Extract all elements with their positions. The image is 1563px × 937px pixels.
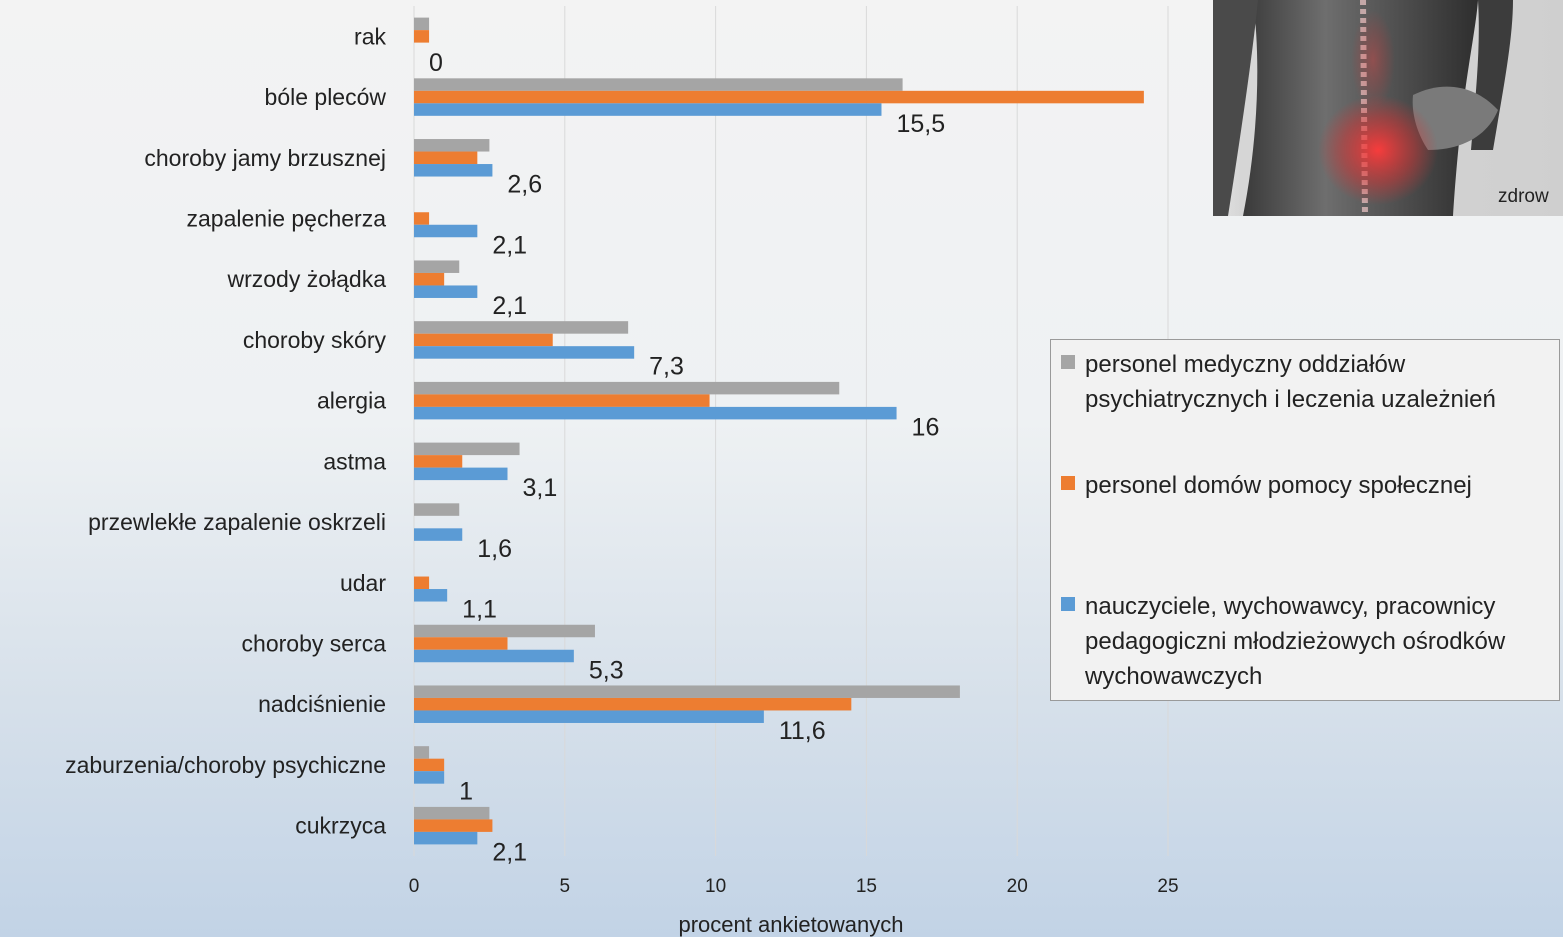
legend-label: personel domów pomocy społecznej [1085, 472, 1472, 499]
category-label: alergia [317, 388, 386, 414]
legend-item-teachers: nauczyciele, wychowawcy, pracownicy peda… [1061, 589, 1555, 694]
bar [414, 710, 764, 723]
x-tick-label: 25 [1157, 876, 1178, 897]
bar [414, 455, 463, 468]
bar [414, 30, 430, 43]
bar [414, 503, 460, 516]
data-label: 7,3 [649, 353, 684, 381]
bar [414, 697, 852, 711]
bar [414, 637, 508, 650]
data-label: 5,3 [589, 656, 624, 684]
data-label: 1,1 [462, 596, 497, 624]
x-axis-label: procent ankietowanych [678, 912, 903, 937]
back-pain-photo [1213, 0, 1563, 216]
bar [414, 285, 478, 298]
category-label: choroby skóry [243, 327, 387, 353]
bar [414, 394, 710, 407]
category-label: udar [340, 570, 386, 596]
bar [414, 90, 1144, 104]
category-label: wrzody żołądka [226, 266, 386, 292]
bar [414, 467, 508, 481]
data-label: 2,6 [507, 171, 542, 199]
legend-label: nauczyciele, wychowawcy, pracownicy peda… [1085, 593, 1506, 690]
data-label: 16 [912, 413, 940, 441]
bar [414, 103, 882, 116]
x-tick-labels: 0 5 10 15 20 25 [409, 876, 1179, 897]
data-labels: 0 15,5 2,6 2,1 2,1 7,3 16 3,1 1,6 1,1 5,3 11,6 1 2,1 [429, 49, 945, 866]
data-label: 11,6 [779, 717, 826, 745]
legend-swatch [1061, 476, 1075, 490]
chart-bars [414, 17, 1144, 845]
category-label: rak [354, 23, 386, 49]
bar [414, 321, 629, 334]
bar [414, 151, 478, 165]
photo-credit: zdrow [1498, 186, 1549, 207]
legend-item-medical-staff: personel medyczny oddziałów psychiatrycz… [1061, 347, 1555, 417]
bar [414, 139, 490, 152]
category-label: przewlekłe zapalenie oskrzeli [88, 509, 386, 535]
bar [414, 17, 430, 31]
category-label: cukrzyca [295, 813, 386, 839]
legend-item-social-care-staff: personel domów pomocy społecznej [1061, 468, 1555, 503]
category-label: zapalenie pęcherza [187, 206, 387, 232]
bar [414, 164, 493, 177]
bar [414, 685, 960, 698]
category-labels: rak bóle pleców choroby jamy brzusznej zapa… [65, 23, 386, 838]
category-label: choroby serca [242, 631, 387, 657]
legend-swatch [1061, 597, 1075, 611]
bar [414, 624, 595, 638]
bar [414, 576, 430, 590]
data-label: 1,6 [477, 535, 512, 563]
x-tick-label: 0 [409, 876, 420, 897]
bar [414, 260, 460, 273]
chart-legend: personel medyczny oddziałów psychiatrycz… [1050, 339, 1560, 701]
bar [414, 381, 840, 395]
category-label: zaburzenia/choroby psychiczne [65, 752, 386, 778]
category-label: bóle pleców [265, 84, 387, 110]
x-tick-label: 10 [705, 876, 726, 897]
x-tick-label: 20 [1007, 876, 1028, 897]
bar [414, 771, 445, 784]
legend-swatch [1061, 355, 1075, 369]
bar [414, 406, 897, 420]
category-label: nadciśnienie [258, 691, 386, 717]
bar [414, 442, 520, 456]
data-label: 1 [459, 778, 473, 806]
bar [414, 346, 635, 359]
data-label: 0 [429, 49, 443, 77]
bar [414, 333, 553, 347]
x-tick-label: 5 [560, 876, 571, 897]
category-label: choroby jamy brzusznej [144, 145, 386, 171]
bar [414, 528, 463, 541]
data-label: 2,1 [492, 292, 527, 320]
data-label: 2,1 [492, 838, 527, 866]
bar [414, 589, 448, 602]
bar [414, 831, 478, 845]
category-label: astma [323, 448, 386, 474]
data-label: 15,5 [896, 110, 945, 138]
data-label: 3,1 [522, 474, 557, 502]
x-tick-label: 15 [856, 876, 877, 897]
legend-label: personel medyczny oddziałów psychiatrycz… [1085, 351, 1496, 413]
bar [414, 819, 493, 832]
bar [414, 746, 430, 759]
bar [414, 212, 430, 225]
bar [414, 224, 478, 238]
data-label: 2,1 [492, 231, 527, 259]
bar [414, 806, 490, 820]
bar [414, 272, 445, 286]
bar [414, 758, 445, 772]
bar [414, 649, 574, 663]
bar [414, 78, 903, 91]
